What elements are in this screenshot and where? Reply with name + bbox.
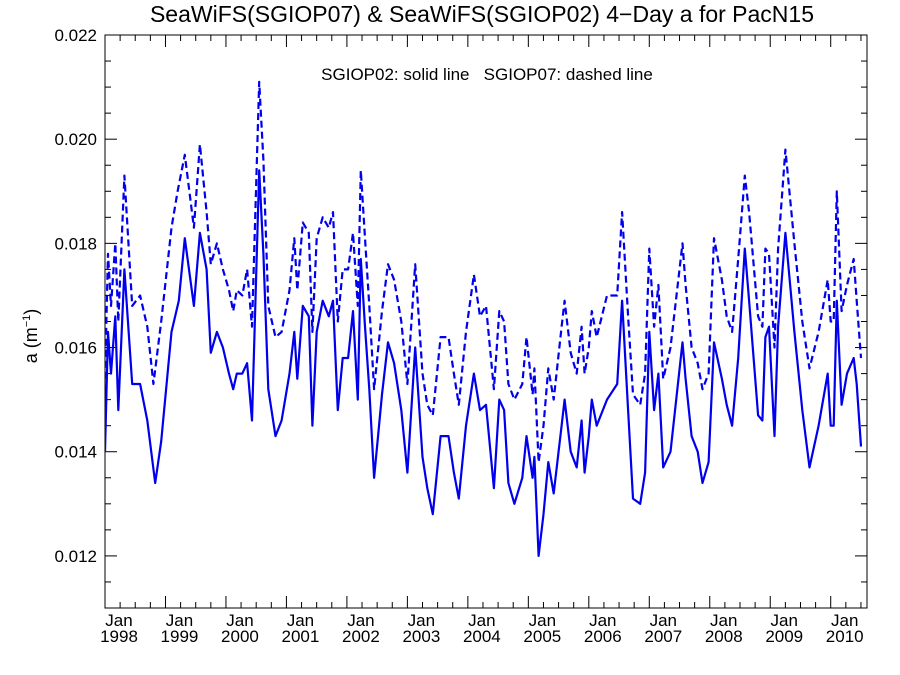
x-tick-month-label: Jan: [408, 611, 435, 630]
x-tick-month-label: Jan: [166, 611, 193, 630]
y-tick-label: 0.020: [54, 130, 97, 149]
x-tick-year-label: 2009: [765, 627, 803, 646]
x-tick-year-label: 2010: [826, 627, 864, 646]
x-tick-month-label: Jan: [105, 611, 132, 630]
plot-frame: [104, 34, 868, 609]
x-tick-year-label: 2000: [221, 627, 259, 646]
x-tick-month-label: Jan: [468, 611, 495, 630]
x-tick-month-label: Jan: [529, 611, 556, 630]
y-axis-label: a (m−1): [21, 309, 41, 364]
x-tick-year-label: 1999: [161, 627, 199, 646]
x-tick-year-label: 1998: [100, 627, 138, 646]
y-tick-label: 0.014: [54, 443, 97, 462]
series-line-sgiop02: [105, 169, 863, 557]
x-tick-year-label: 2007: [644, 627, 682, 646]
y-tick-label: 0.018: [54, 234, 97, 253]
chart-title: SeaWiFS(SGIOP07) & SeaWiFS(SGIOP02) 4−Da…: [150, 1, 814, 27]
x-tick-year-label: 2004: [463, 627, 501, 646]
x-tick-year-label: 2003: [402, 627, 440, 646]
y-tick-label: 0.016: [54, 339, 97, 358]
series-line-sgiop07: [105, 80, 863, 464]
x-tick-year-label: 2005: [523, 627, 561, 646]
x-tick-month-label: Jan: [287, 611, 314, 630]
x-tick-month-label: Jan: [347, 611, 374, 630]
y-tick-label: 0.012: [54, 547, 97, 566]
y-axis-label-close: ): [21, 309, 41, 315]
x-tick-month-label: Jan: [771, 611, 798, 630]
x-tick-month-label: Jan: [650, 611, 677, 630]
x-tick-month-label: Jan: [226, 611, 253, 630]
x-tick-month-label: Jan: [831, 611, 858, 630]
x-tick-year-label: 2001: [282, 627, 320, 646]
x-tick-year-label: 2006: [584, 627, 622, 646]
y-axis-label-exponent: −1: [21, 315, 33, 328]
x-tick-year-label: 2008: [705, 627, 743, 646]
x-tick-year-label: 2002: [342, 627, 380, 646]
y-axis-label-main: a (m: [21, 327, 41, 363]
x-tick-month-label: Jan: [710, 611, 737, 630]
y-tick-label: 0.022: [54, 26, 97, 45]
x-tick-month-label: Jan: [589, 611, 616, 630]
series-annotation: SGIOP02: solid line SGIOP07: dashed line: [321, 65, 653, 84]
plot-area: 0.0120.0140.0160.0180.0200.022Jan1998Jan…: [54, 26, 868, 646]
